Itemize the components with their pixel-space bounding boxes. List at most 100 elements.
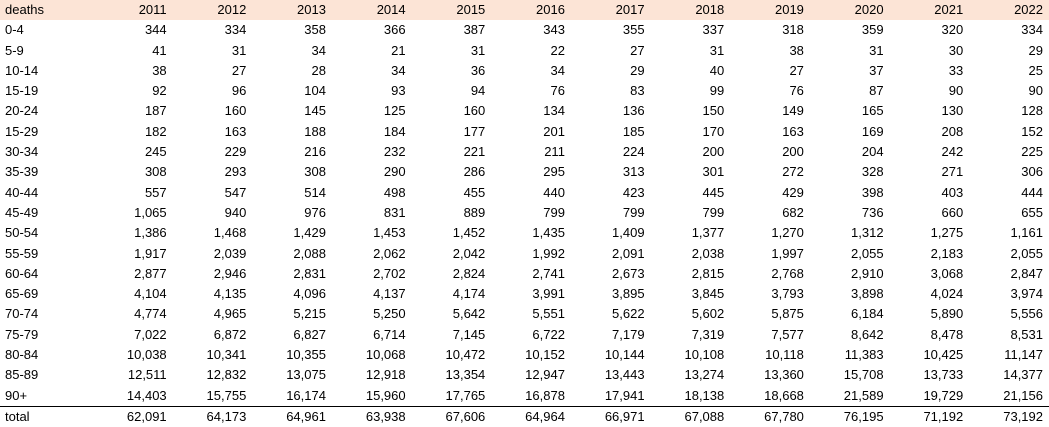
deaths-value-cell[interactable]: 211 [544, 144, 565, 160]
deaths-value-cell[interactable]: 1,997 [771, 245, 804, 261]
age-group-label-cell[interactable]: 20-24 [5, 103, 39, 119]
deaths-value-cell[interactable]: 165 [861, 103, 884, 119]
deaths-value-cell[interactable]: 30 [948, 42, 964, 58]
deaths-value-cell[interactable]: 31 [231, 42, 247, 58]
deaths-value-cell[interactable]: 2,055 [851, 245, 884, 261]
deaths-value-cell[interactable]: 31 [869, 42, 884, 58]
deaths-value-cell[interactable]: 90 [948, 83, 964, 99]
deaths-value-cell[interactable]: 1,992 [532, 245, 565, 261]
deaths-value-cell[interactable]: 13,443 [604, 367, 645, 383]
total-value-cell[interactable]: 67,606 [411, 405, 492, 427]
year-header-cell[interactable]: 2017 [570, 0, 651, 21]
deaths-value-cell[interactable]: 93 [391, 83, 406, 99]
deaths-value-cell[interactable]: 423 [622, 184, 645, 200]
deaths-value-cell[interactable]: 6,872 [213, 326, 247, 342]
deaths-value-cell[interactable]: 94 [470, 83, 486, 99]
deaths-value-cell[interactable]: 398 [861, 184, 884, 200]
deaths-value-cell[interactable]: 21,589 [843, 387, 884, 403]
deaths-value-cell[interactable]: 3,793 [771, 286, 804, 302]
deaths-value-cell[interactable]: 14,377 [1003, 367, 1043, 383]
deaths-value-cell[interactable]: 224 [622, 144, 645, 160]
deaths-value-cell[interactable]: 301 [702, 164, 725, 180]
deaths-value-cell[interactable]: 13,354 [445, 367, 486, 383]
deaths-value-cell[interactable]: 358 [304, 22, 326, 38]
deaths-value-cell[interactable]: 290 [383, 164, 406, 180]
deaths-value-cell[interactable]: 2,091 [612, 245, 645, 261]
deaths-value-cell[interactable]: 17,941 [604, 387, 645, 403]
deaths-value-cell[interactable]: 10,068 [365, 347, 406, 363]
deaths-value-cell[interactable]: 1,429 [293, 225, 326, 241]
age-group-label-cell[interactable]: 40-44 [5, 184, 39, 200]
deaths-value-cell[interactable]: 3,068 [930, 265, 964, 281]
deaths-value-cell[interactable]: 16,878 [525, 387, 565, 403]
deaths-value-cell[interactable]: 557 [144, 184, 167, 200]
deaths-value-cell[interactable]: 185 [622, 123, 645, 139]
deaths-value-cell[interactable]: 18,138 [684, 387, 725, 403]
deaths-value-cell[interactable]: 444 [1021, 184, 1043, 200]
deaths-value-cell[interactable]: 7,145 [452, 326, 486, 342]
deaths-value-cell[interactable]: 2,847 [1010, 265, 1043, 281]
deaths-value-cell[interactable]: 293 [224, 164, 247, 180]
year-header-cell[interactable]: 2014 [331, 0, 412, 21]
deaths-value-cell[interactable]: 295 [543, 164, 565, 180]
deaths-value-cell[interactable]: 4,174 [452, 286, 486, 302]
deaths-value-cell[interactable]: 36 [470, 62, 486, 78]
deaths-value-cell[interactable]: 10,341 [206, 347, 247, 363]
deaths-value-cell[interactable]: 21 [391, 42, 406, 58]
deaths-value-cell[interactable]: 76 [789, 83, 804, 99]
age-group-label-cell[interactable]: 15-19 [5, 83, 39, 99]
deaths-value-cell[interactable]: 15,708 [843, 367, 884, 383]
deaths-value-cell[interactable]: 38 [152, 62, 167, 78]
deaths-value-cell[interactable]: 7,577 [771, 326, 804, 342]
total-value-cell[interactable]: 64,961 [252, 405, 332, 427]
deaths-value-cell[interactable]: 7,179 [612, 326, 645, 342]
deaths-value-cell[interactable]: 1,065 [134, 204, 167, 220]
deaths-value-cell[interactable]: 163 [224, 123, 247, 139]
deaths-value-cell[interactable]: 976 [304, 204, 326, 220]
deaths-value-cell[interactable]: 12,511 [127, 367, 167, 383]
deaths-value-cell[interactable]: 12,947 [525, 367, 565, 383]
deaths-value-cell[interactable]: 134 [543, 103, 565, 119]
age-group-label-cell[interactable]: 55-59 [5, 245, 39, 261]
deaths-value-cell[interactable]: 736 [861, 204, 884, 220]
deaths-value-cell[interactable]: 27 [630, 42, 645, 58]
deaths-value-cell[interactable]: 660 [941, 204, 964, 220]
age-group-label-cell[interactable]: 75-79 [5, 326, 39, 342]
deaths-value-cell[interactable]: 12,832 [206, 367, 247, 383]
deaths-value-cell[interactable]: 1,312 [851, 225, 884, 241]
deaths-value-cell[interactable]: 31 [470, 42, 486, 58]
deaths-value-cell[interactable]: 2,062 [373, 245, 406, 261]
deaths-value-cell[interactable]: 1,386 [134, 225, 167, 241]
deaths-value-cell[interactable]: 682 [782, 204, 804, 220]
deaths-value-cell[interactable]: 318 [782, 22, 804, 38]
deaths-value-cell[interactable]: 229 [224, 144, 247, 160]
deaths-value-cell[interactable]: 27 [231, 62, 247, 78]
deaths-value-cell[interactable]: 216 [304, 144, 326, 160]
deaths-value-cell[interactable]: 328 [861, 164, 884, 180]
year-header-cell[interactable]: 2022 [969, 0, 1049, 21]
deaths-value-cell[interactable]: 232 [383, 144, 406, 160]
deaths-value-cell[interactable]: 10,108 [684, 347, 725, 363]
deaths-value-cell[interactable]: 87 [869, 83, 884, 99]
age-group-label-cell[interactable]: 80-84 [5, 347, 39, 363]
deaths-value-cell[interactable]: 514 [304, 184, 326, 200]
deaths-value-cell[interactable]: 2,673 [612, 265, 645, 281]
deaths-value-cell[interactable]: 498 [383, 184, 406, 200]
deaths-value-cell[interactable]: 4,024 [930, 286, 964, 302]
deaths-value-cell[interactable]: 5,551 [532, 306, 565, 322]
deaths-value-cell[interactable]: 6,714 [373, 326, 406, 342]
deaths-value-cell[interactable]: 2,088 [293, 245, 326, 261]
deaths-value-cell[interactable]: 10,472 [445, 347, 486, 363]
deaths-value-cell[interactable]: 1,377 [691, 225, 725, 241]
deaths-value-cell[interactable]: 2,038 [691, 245, 725, 261]
total-value-cell[interactable]: 63,938 [331, 405, 412, 427]
deaths-value-cell[interactable]: 7,319 [691, 326, 725, 342]
deaths-value-cell[interactable]: 455 [463, 184, 486, 200]
deaths-value-cell[interactable]: 40 [709, 62, 725, 78]
deaths-value-cell[interactable]: 8,478 [930, 326, 964, 342]
deaths-value-cell[interactable]: 37 [869, 62, 884, 78]
deaths-value-cell[interactable]: 3,895 [612, 286, 645, 302]
age-group-label-cell[interactable]: 10-14 [5, 62, 39, 78]
deaths-value-cell[interactable]: 25 [1028, 62, 1043, 78]
deaths-value-cell[interactable]: 33 [948, 62, 964, 78]
